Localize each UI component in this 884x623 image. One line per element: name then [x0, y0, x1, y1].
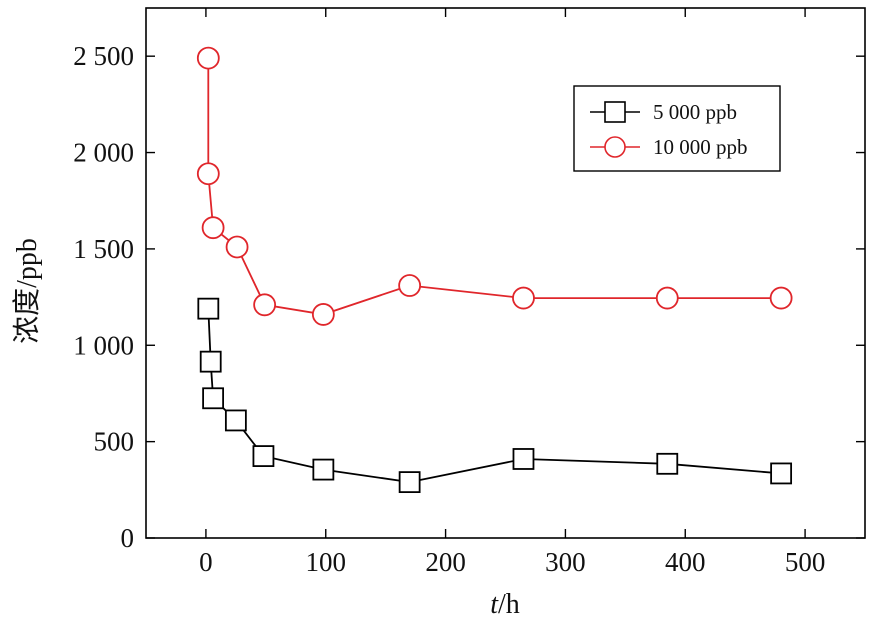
x-tick-label: 0: [199, 547, 213, 577]
data-point: [197, 297, 220, 320]
series-1: [197, 297, 793, 494]
x-tick-label: 200: [425, 547, 466, 577]
series-layer: [196, 46, 793, 494]
data-point: [252, 445, 275, 467]
x-axis-title: t/h: [490, 589, 520, 620]
x-axis-title-unit: /h: [498, 589, 520, 620]
data-point: [398, 274, 422, 297]
data-point: [655, 286, 679, 310]
x-axis: 0 100 200 300 400 500: [199, 8, 825, 577]
data-point: [225, 235, 249, 259]
legend-marker-series-2: [604, 136, 626, 158]
y-tick-label: 1 500: [73, 234, 134, 264]
legend-label-series-1: 5 000 ppb: [653, 100, 737, 124]
data-point: [770, 462, 793, 485]
legend-label-series-2: 10 000 ppb: [653, 135, 748, 159]
data-point: [202, 387, 225, 410]
series-line: [207, 58, 782, 316]
x-tick-label: 400: [665, 547, 706, 577]
legend-box: [573, 85, 781, 172]
x-tick-label: 300: [545, 547, 586, 577]
data-point: [224, 409, 247, 432]
x-tick-label: 500: [785, 547, 826, 577]
data-point: [196, 162, 220, 186]
data-point: [201, 216, 225, 240]
y-tick-label: 0: [121, 523, 135, 553]
data-point: [769, 286, 793, 310]
data-point: [312, 458, 335, 481]
series-line: [207, 308, 782, 484]
data-point: [512, 448, 535, 470]
data-point: [253, 293, 277, 317]
data-point: [311, 303, 335, 326]
data-point: [199, 350, 222, 373]
y-axis: 0 500 1 000 1 500 2 000 2 500: [73, 41, 865, 553]
data-point: [512, 286, 535, 310]
x-tick-label: 100: [306, 547, 347, 577]
legend: 5 000 ppb 10 000 ppb: [573, 85, 781, 172]
y-axis-title: 浓度/ppb: [11, 238, 43, 344]
data-point: [196, 46, 220, 70]
x-axis-title-variable: t: [490, 589, 499, 620]
plot-frame: [145, 7, 866, 539]
data-point: [398, 471, 421, 494]
data-point: [656, 452, 679, 475]
y-tick-label: 1 000: [73, 330, 134, 360]
y-tick-label: 500: [94, 427, 135, 457]
series-2: [196, 46, 793, 326]
y-tick-label: 2 500: [73, 41, 134, 71]
legend-marker-series-1: [604, 101, 626, 123]
y-tick-label: 2 000: [73, 138, 134, 168]
